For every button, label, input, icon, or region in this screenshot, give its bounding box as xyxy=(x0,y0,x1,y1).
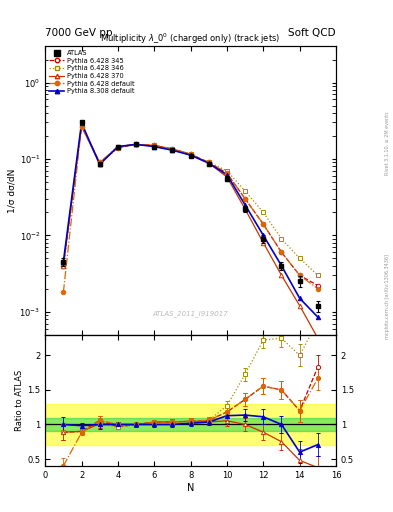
Text: Rivet 3.1.10, ≥ 2M events: Rivet 3.1.10, ≥ 2M events xyxy=(385,112,389,175)
Text: ATLAS_2011_I919017: ATLAS_2011_I919017 xyxy=(153,311,228,317)
X-axis label: N: N xyxy=(187,482,194,493)
Y-axis label: Ratio to ATLAS: Ratio to ATLAS xyxy=(15,370,24,431)
Y-axis label: 1/σ dσ/dN: 1/σ dσ/dN xyxy=(7,168,17,212)
Bar xyxy=(45,418,336,432)
Bar xyxy=(45,404,336,445)
Title: Multiplicity $\lambda\_0^0$ (charged only) (track jets): Multiplicity $\lambda\_0^0$ (charged onl… xyxy=(101,32,281,46)
Legend: ATLAS, Pythia 6.428 345, Pythia 6.428 346, Pythia 6.428 370, Pythia 6.428 defaul: ATLAS, Pythia 6.428 345, Pythia 6.428 34… xyxy=(48,49,136,96)
Text: 7000 GeV pp: 7000 GeV pp xyxy=(45,28,113,38)
Text: Soft QCD: Soft QCD xyxy=(288,28,336,38)
Text: mcplots.cern.ch [arXiv:1306.3436]: mcplots.cern.ch [arXiv:1306.3436] xyxy=(385,254,389,339)
